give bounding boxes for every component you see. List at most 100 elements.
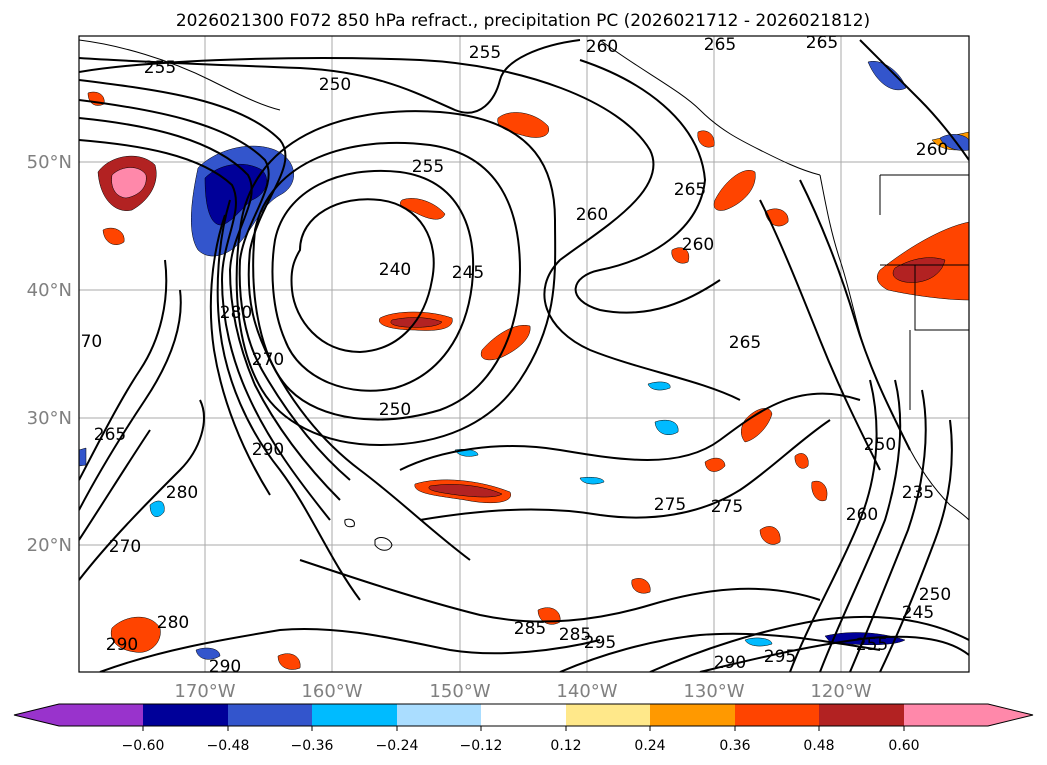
map-frame xyxy=(78,35,970,673)
contour-label: 285 xyxy=(514,619,546,639)
contour-285 xyxy=(299,559,821,623)
colorbar-tick-label: −0.48 xyxy=(207,738,250,754)
contour-label: 245 xyxy=(452,263,484,283)
lat-labels: 50°N 40°N 30°N 20°N xyxy=(27,152,72,556)
contour-label: 250 xyxy=(379,400,411,420)
contour-sw-4 xyxy=(79,399,205,581)
contour-label: 250 xyxy=(919,585,951,605)
precip-orange-4 xyxy=(713,170,756,211)
contour-label: 290 xyxy=(106,635,138,655)
precip-dateline-red xyxy=(110,616,161,653)
precip-blue-9 xyxy=(195,647,221,660)
contour-label: 295 xyxy=(764,647,796,667)
precip-blue-7 xyxy=(744,637,773,647)
contour-275 xyxy=(399,392,861,471)
colorbar-tick-label: 0.12 xyxy=(550,738,581,754)
coastline-alaska xyxy=(79,39,821,176)
lon-label: 140°W xyxy=(556,681,617,702)
colorbar-tick-label: −0.36 xyxy=(291,738,334,754)
precip-orange-16 xyxy=(102,227,125,245)
contour-label: 265 xyxy=(674,180,706,200)
contour-labels: 255 250 260 255 265 265 260 255 265 260 … xyxy=(79,33,951,677)
contour-label: 265 xyxy=(704,35,736,55)
contour-low-255 xyxy=(235,110,557,447)
contour-label: 245 xyxy=(902,603,934,623)
contour-295 xyxy=(559,632,881,672)
precip-orange-8 xyxy=(741,408,773,443)
contour-label: 270 xyxy=(109,537,141,557)
contour-label: 280 xyxy=(157,613,189,633)
precip-blue-3 xyxy=(867,60,907,91)
colorbar-bin xyxy=(143,704,228,726)
contour-260 xyxy=(79,57,741,401)
precip-coast-core xyxy=(892,257,946,283)
contour-label: 275 xyxy=(711,497,743,517)
hawaii-islands xyxy=(344,518,393,551)
lon-label: 150°W xyxy=(429,681,490,702)
contour-jet-1 xyxy=(79,79,471,561)
precip-orange-10 xyxy=(794,453,809,469)
contour-low-245 xyxy=(271,169,474,392)
contour-label: 260 xyxy=(682,235,714,255)
colorbar-tick-label: 0.36 xyxy=(719,738,750,754)
colorbar-tick-label: −0.24 xyxy=(376,738,419,754)
colorbar-bin xyxy=(59,704,143,726)
contour-label: 255 xyxy=(412,157,444,177)
precip-blue-2 xyxy=(654,419,679,435)
contour-label: 275 xyxy=(654,495,686,515)
colorbar-tick-label: 0.60 xyxy=(888,738,919,754)
contour-label: 265 xyxy=(94,425,126,445)
colorbar-tick-label: 0.48 xyxy=(803,738,834,754)
lon-labels: 170°W 160°W 150°W 140°W 130°W 120°W xyxy=(174,681,871,702)
contour-coast-1 xyxy=(759,199,881,471)
contour-label: 260 xyxy=(586,37,618,57)
contour-label: 290 xyxy=(252,440,284,460)
contour-jet-2 xyxy=(79,99,351,481)
contour-se-4 xyxy=(879,419,953,672)
contour-label: 290 xyxy=(209,657,241,677)
contour-label: 260 xyxy=(916,140,948,160)
colorbar-extend-high xyxy=(988,704,1033,726)
contour-label: 280 xyxy=(220,303,252,323)
contour-label: 260 xyxy=(576,205,608,225)
contour-label: 235 xyxy=(902,483,934,503)
contour-label: 240 xyxy=(379,260,411,280)
contour-se-6 xyxy=(699,635,969,672)
border-us-canada xyxy=(879,174,969,215)
colorbar-bin xyxy=(650,704,735,726)
colorbar: −0.60 −0.48 −0.36 −0.24 −0.12 0.12 0.24 … xyxy=(13,703,1034,754)
lon-label: 160°W xyxy=(301,681,362,702)
contour-jet-5 xyxy=(216,199,361,601)
border-states xyxy=(880,264,969,410)
contour-jet-6 xyxy=(209,214,271,496)
precip-orange-9 xyxy=(704,457,726,472)
precip-blue-5 xyxy=(579,476,605,485)
precip-orange-7 xyxy=(697,130,715,148)
contour-255-north xyxy=(79,39,581,114)
contour-290 xyxy=(99,628,601,672)
precip-orange-15 xyxy=(277,653,301,670)
contour-label: 265 xyxy=(806,33,838,53)
colorbar-extend-low xyxy=(14,704,59,726)
contour-se-5 xyxy=(649,615,969,672)
colorbar-bin xyxy=(904,704,988,726)
lat-label: 20°N xyxy=(27,535,72,556)
contour-label: 270 xyxy=(252,350,284,370)
colorbar-tick-label: 0.24 xyxy=(634,738,665,754)
precip-blue-11 xyxy=(79,447,87,467)
contour-label: 280 xyxy=(166,483,198,503)
contour-label: 255 xyxy=(469,43,501,63)
contour-sw-1 xyxy=(79,259,168,481)
lat-label: 40°N xyxy=(27,280,72,301)
contour-ne-1 xyxy=(859,39,969,161)
precip-blue-10 xyxy=(149,500,165,517)
lon-label: 170°W xyxy=(174,681,235,702)
contour-sw-3 xyxy=(79,429,151,541)
contour-label: 285 xyxy=(559,625,591,645)
contour-jet-4 xyxy=(79,139,331,521)
contour-label: 255 xyxy=(856,635,888,655)
precip-orange-12 xyxy=(759,526,781,545)
precip-orange-14 xyxy=(631,578,651,594)
contour-low-240 xyxy=(290,198,435,354)
contour-label: 290 xyxy=(714,653,746,673)
